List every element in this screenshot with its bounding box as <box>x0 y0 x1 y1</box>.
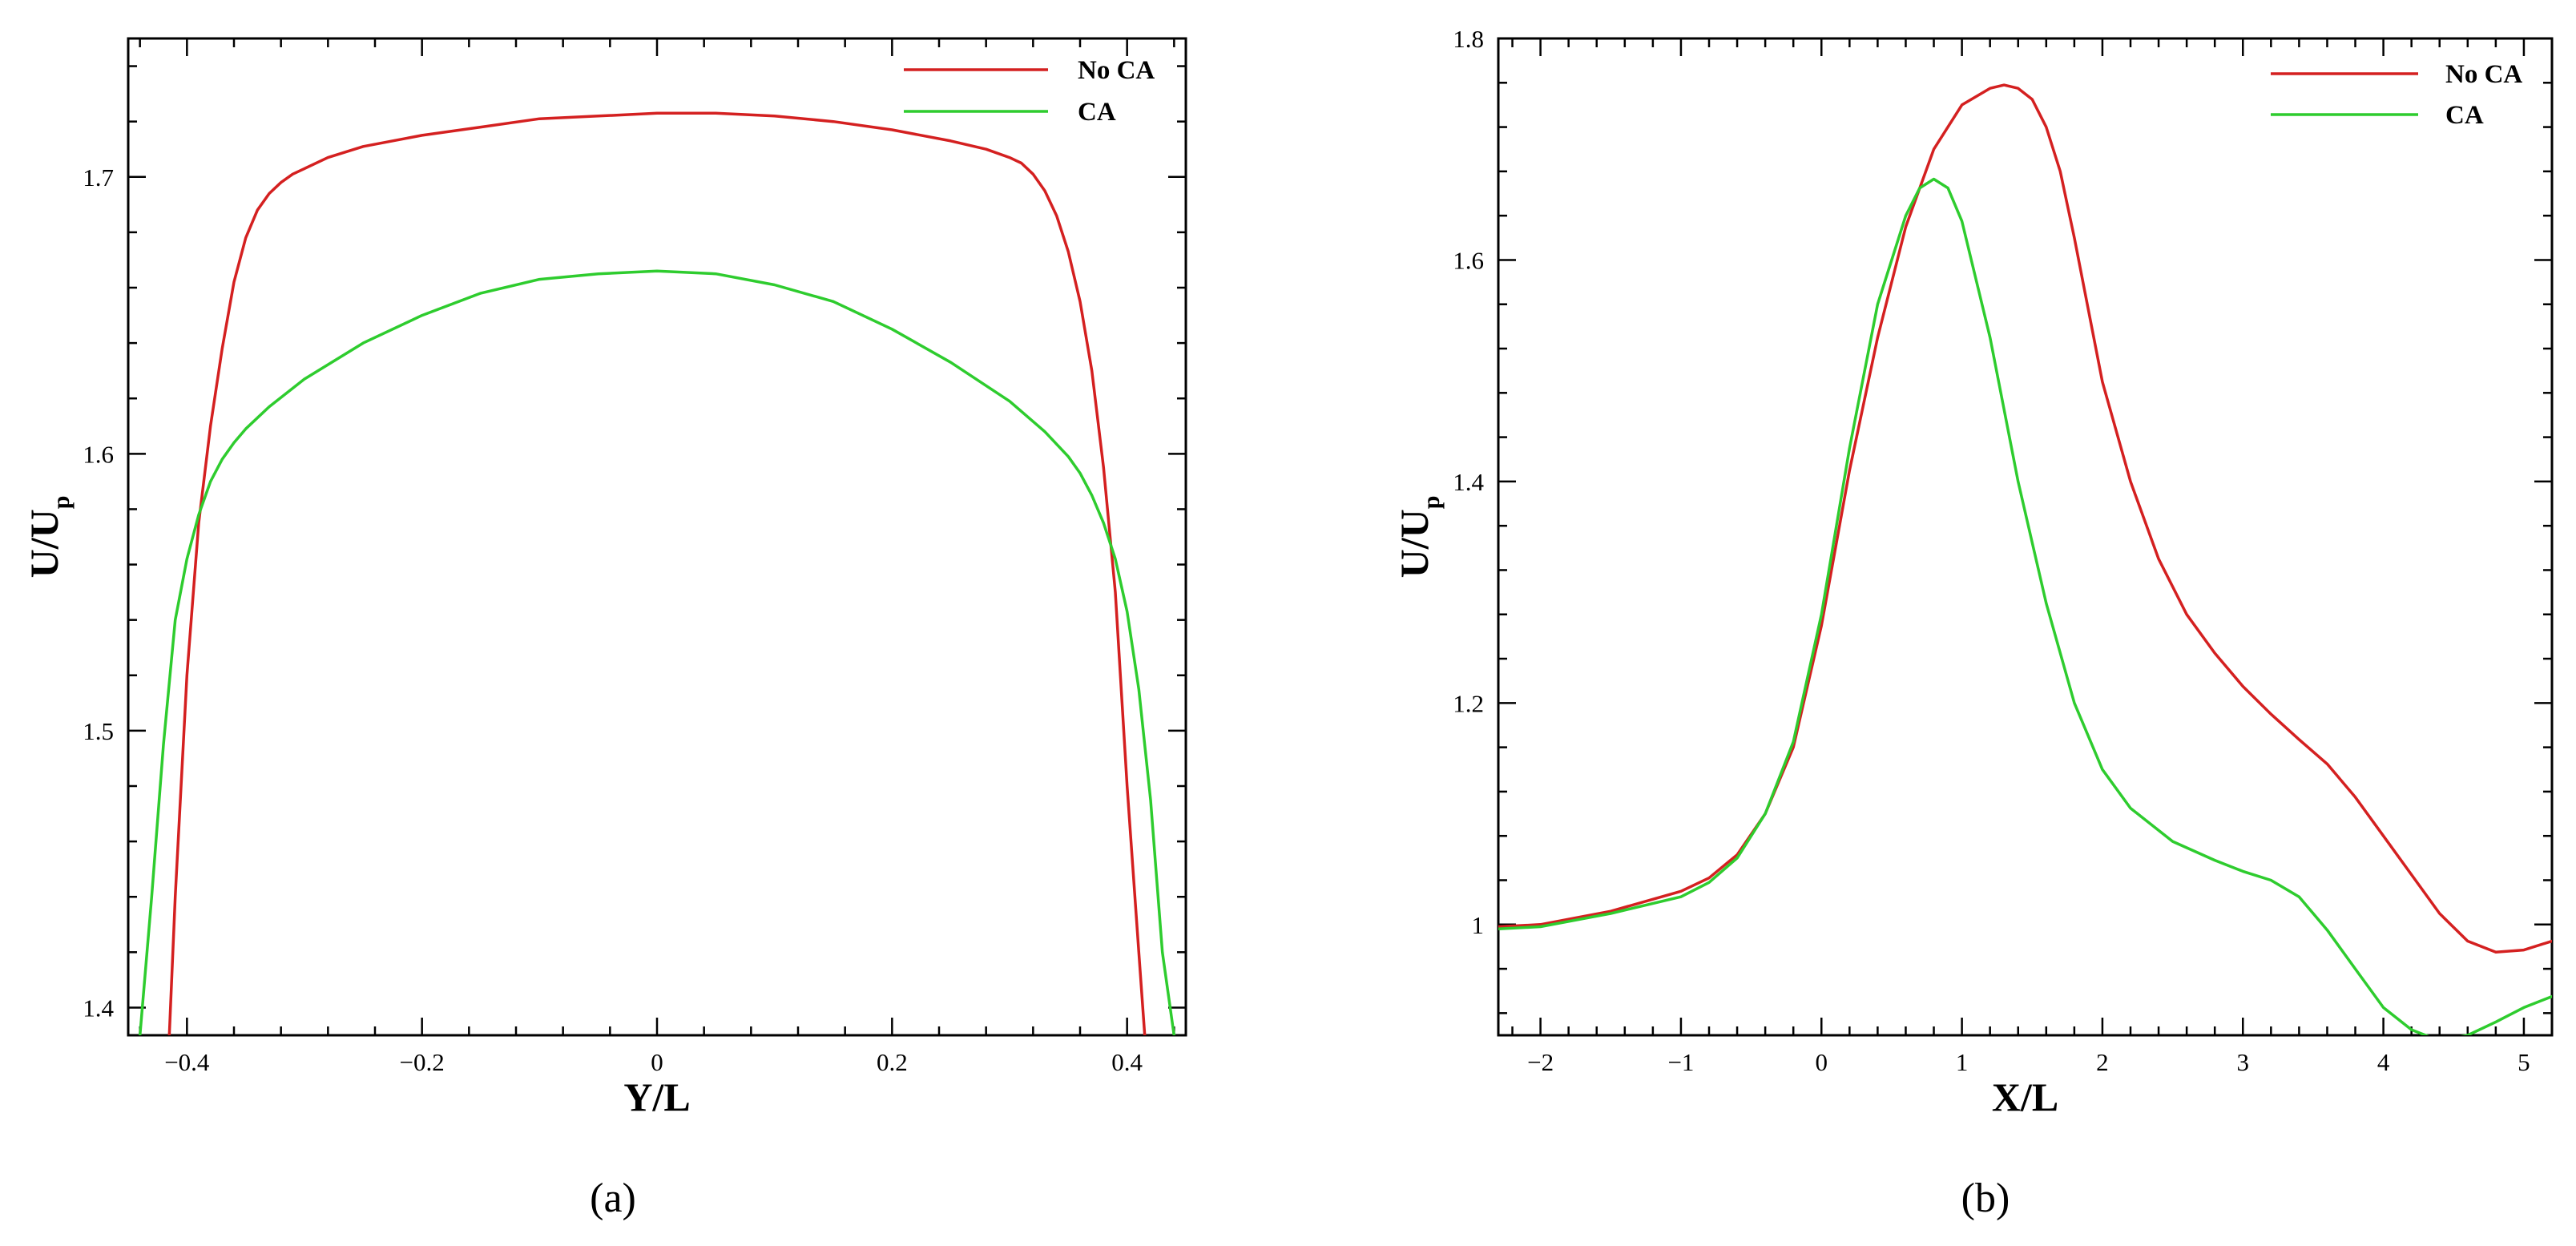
x-tick-label: 1 <box>1956 1048 1969 1076</box>
y-tick-label: 1.4 <box>83 994 114 1022</box>
series-line-ca <box>138 269 1176 1035</box>
plot-frame <box>1497 37 2554 1037</box>
legend-label: CA <box>2445 101 2484 130</box>
y-tick-label: 1.5 <box>83 717 114 745</box>
x-tick-label: 5 <box>2518 1048 2530 1076</box>
y-tick-label: 1.2 <box>1453 689 1484 717</box>
y-axis-title-main: U/U <box>1392 509 1437 578</box>
x-tick-label: −0.2 <box>400 1048 445 1076</box>
y-axis-title-main: U/U <box>22 509 67 578</box>
x-tick-label: 0 <box>1816 1048 1828 1076</box>
x-tick-label: 0 <box>651 1048 663 1076</box>
x-tick-label: 4 <box>2377 1048 2390 1076</box>
x-tick-label: 3 <box>2237 1048 2250 1076</box>
plot-frame <box>127 37 1187 1037</box>
x-tick-label: −0.4 <box>164 1048 210 1076</box>
y-axis-title-subscript: p <box>1418 496 1445 510</box>
x-tick-label: 2 <box>2096 1048 2109 1076</box>
y-tick-label: 1.6 <box>1453 246 1484 274</box>
panel-caption: (a) <box>590 1175 636 1221</box>
panel-caption: (b) <box>1961 1175 2010 1221</box>
y-axis-title: U/Up <box>22 496 75 579</box>
chart-b: −2 −1 0 1 2 3 4 5 1 1.2 1.4 1.6 1.8 X/L U/Up No CA CA (b) <box>1392 25 2554 1221</box>
x-tick-label: 0.2 <box>877 1048 908 1076</box>
y-axis-title: U/Up <box>1392 496 1445 579</box>
series-line-ca <box>1498 177 2552 1035</box>
x-axis-title: X/L <box>1992 1075 2058 1119</box>
y-tick-label: 1 <box>1472 911 1485 939</box>
legend-label: No CA <box>1078 56 1155 85</box>
x-axis-title: Y/L <box>623 1075 690 1119</box>
y-axis-title-subscript: p <box>48 496 75 510</box>
y-tick-label: 1.4 <box>1453 468 1484 496</box>
x-tick-label: 0.4 <box>1111 1048 1143 1076</box>
y-tick-label: 1.6 <box>83 440 114 468</box>
series-line-no-ca <box>167 111 1147 1035</box>
x-tick-label: −2 <box>1527 1048 1554 1076</box>
legend-label: No CA <box>2445 60 2522 89</box>
series-line-no-ca <box>1498 83 2552 954</box>
y-tick-label: 1.7 <box>83 163 114 192</box>
legend-label: CA <box>1078 98 1116 127</box>
y-tick-label: 1.8 <box>1453 25 1484 53</box>
x-tick-label: −1 <box>1667 1048 1694 1076</box>
chart-a: −0.4 −0.2 0 0.2 0.4 1.4 1.5 1.6 1.7 Y/L U/Up No CA C… <box>22 37 1187 1221</box>
